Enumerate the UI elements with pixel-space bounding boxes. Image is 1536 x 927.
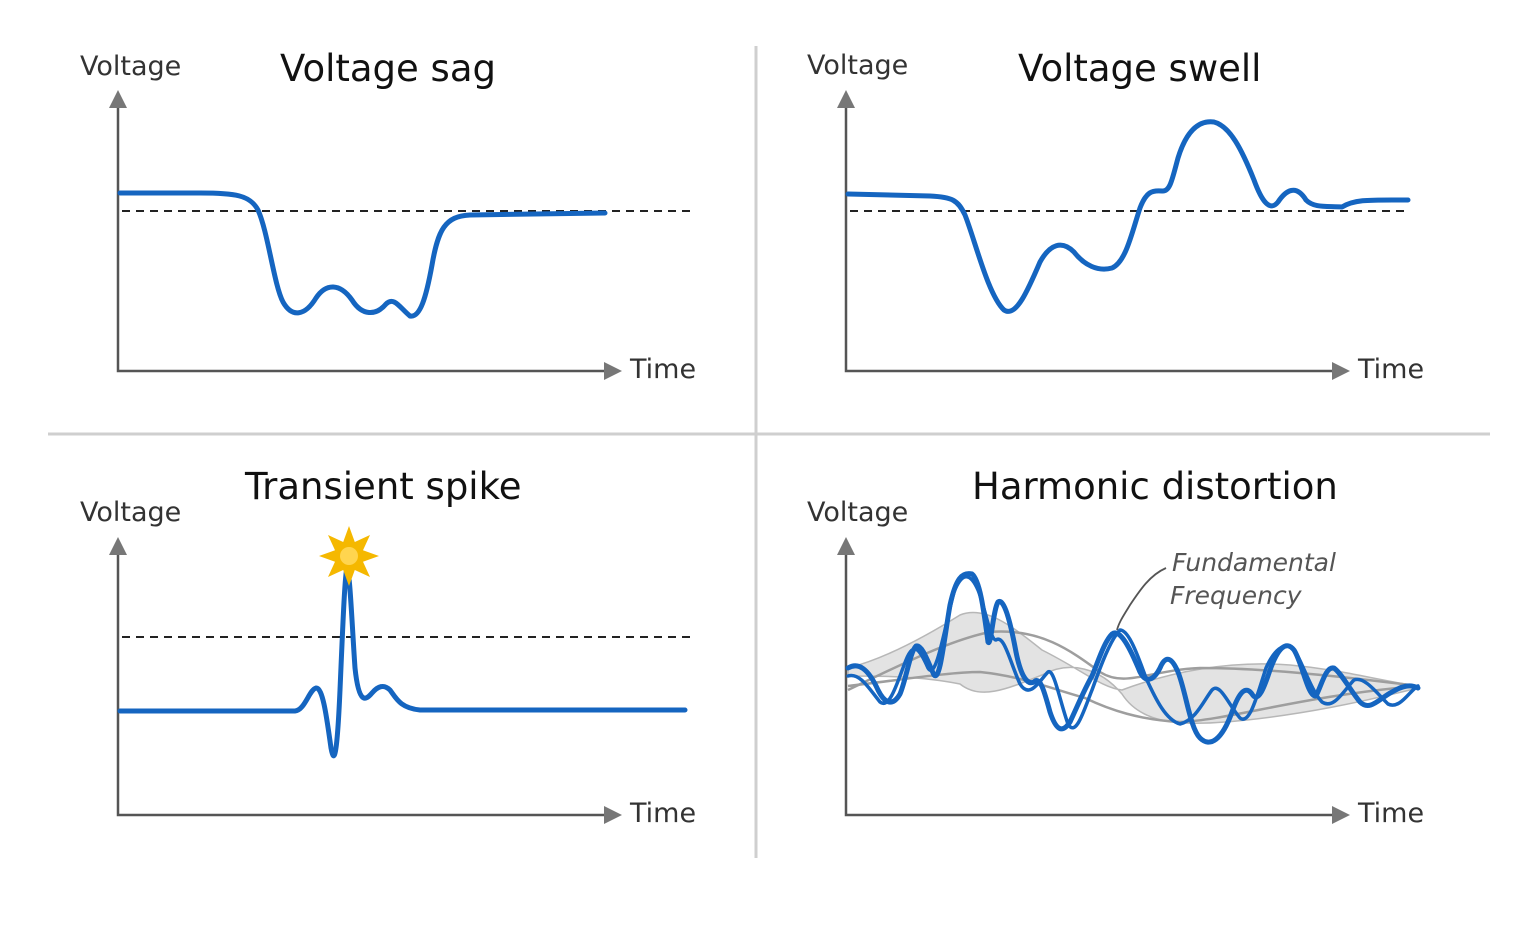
panel-title: Transient spike <box>244 465 521 508</box>
x-axis-arrow <box>604 806 622 824</box>
x-axis-label: Time <box>1357 798 1424 829</box>
annotation-fundamental: Fundamental <box>1172 548 1336 577</box>
swell-waveform <box>845 119 1411 314</box>
harmonic-waveform <box>845 571 1421 745</box>
y-axis-arrow <box>109 90 127 108</box>
panel-harmonic-distortion: Harmonic distortion Voltage Time Fundame… <box>807 465 1424 829</box>
x-axis-arrow <box>1332 806 1350 824</box>
y-axis-line <box>116 552 608 817</box>
x-axis-arrow <box>1332 362 1350 380</box>
harmonic-waveform-overlay <box>846 575 1420 730</box>
panel-voltage-swell: Voltage swell Voltage Time <box>807 47 1424 385</box>
panel-title: Voltage sag <box>280 47 496 90</box>
y-axis-arrow <box>837 537 855 555</box>
y-axis-label: Voltage <box>807 50 908 81</box>
panel-title: Harmonic distortion <box>972 465 1338 508</box>
annotation-leader <box>1116 567 1167 631</box>
y-axis-label: Voltage <box>80 497 181 528</box>
y-axis-label: Voltage <box>80 51 181 82</box>
y-axis-arrow <box>837 90 855 108</box>
spark-icon <box>319 526 379 586</box>
panel-voltage-sag: Voltage sag Voltage Time <box>80 47 696 385</box>
x-axis-label: Time <box>629 354 696 385</box>
y-axis-line <box>116 105 608 373</box>
panel-transient-spike: Transient spike Voltage Time <box>80 465 696 829</box>
x-axis-arrow <box>604 362 622 380</box>
y-axis-line <box>844 105 1336 373</box>
y-axis-arrow <box>109 537 127 555</box>
panel-title: Voltage swell <box>1018 47 1261 90</box>
x-axis-label: Time <box>629 798 696 829</box>
sag-waveform <box>117 190 608 319</box>
y-axis-line <box>844 552 1336 817</box>
y-axis-label: Voltage <box>807 497 908 528</box>
x-axis-label: Time <box>1357 354 1424 385</box>
annotation-frequency: Frequency <box>1170 581 1303 610</box>
spike-waveform <box>117 565 688 759</box>
